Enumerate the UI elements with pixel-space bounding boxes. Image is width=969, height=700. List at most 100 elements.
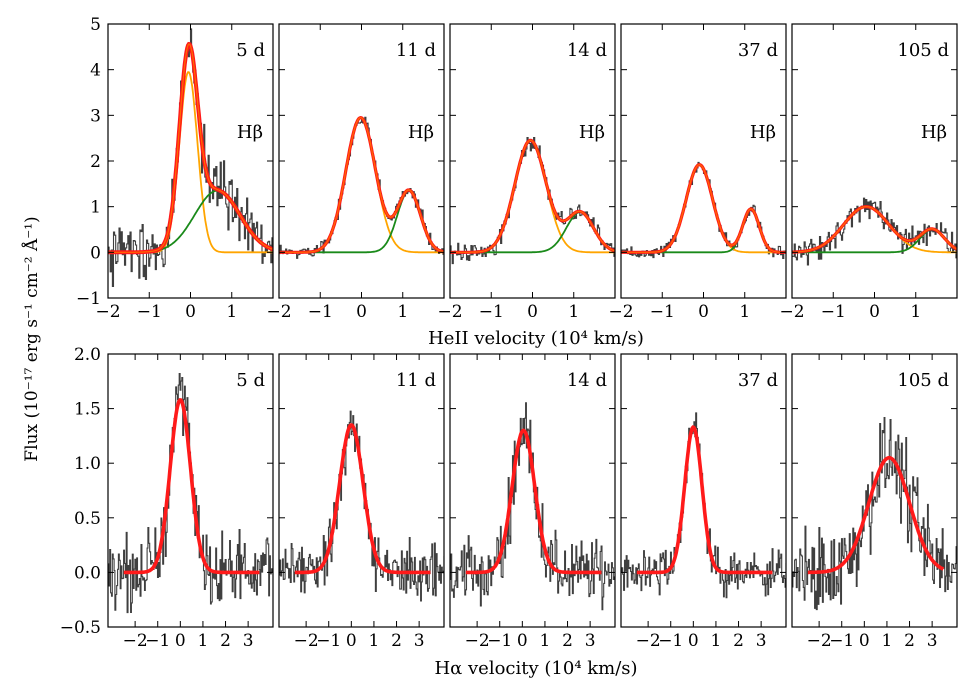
plot-area	[108, 372, 273, 614]
panel-heii-3: −2 −1 0 1 14 d Hβ	[437, 23, 616, 322]
x-tick-label: 2	[562, 631, 573, 651]
x-tick-label: 3	[756, 631, 767, 651]
x-tick-label: −2	[95, 302, 120, 322]
y-tick-label: −0.5	[60, 618, 101, 638]
y-axis-label: Flux (10⁻¹⁷ erg s⁻¹ cm⁻² Å⁻¹)	[21, 216, 42, 461]
panel-halpha-3: −2−1 0 1 2 3 14 d	[449, 353, 616, 651]
total-fit-orange	[450, 139, 615, 253]
plot-area	[792, 417, 957, 611]
x-tick-label: −1	[487, 631, 512, 651]
halpha-fit	[465, 428, 602, 575]
x-tick-label: −1	[137, 302, 162, 322]
panel-heii-5: −2 −1 0 1 105 d Hβ	[779, 23, 958, 322]
halpha-fit	[636, 425, 773, 575]
panel-halpha-1: −2−1 0 1 2 3 −0.5 0.0 0.5 1.0 1.5 2.0 5 d	[60, 345, 274, 651]
spectrum-line	[450, 136, 615, 265]
epoch-label: 11 d	[396, 40, 436, 61]
plot-area	[621, 161, 786, 259]
panel-halpha-5: −2−1 0 1 2 3 105 d	[791, 353, 958, 651]
x-tick-label: 0	[698, 302, 709, 322]
y-tick-label: 2.0	[74, 345, 101, 365]
x-tick-label: −1	[145, 631, 170, 651]
spectrum-line	[450, 402, 615, 611]
spectrum-line	[108, 372, 273, 614]
x-tick-label: 1	[882, 631, 893, 651]
y-tick-label: 0	[90, 243, 101, 263]
x-tick-label: 0	[346, 631, 357, 651]
x-tick-label: −2	[294, 631, 319, 651]
panel-frame	[107, 353, 274, 628]
plot-area	[450, 402, 615, 611]
x-tick-label: 0	[356, 302, 367, 322]
heii-component-fit	[450, 139, 615, 254]
spectrum-line	[621, 161, 786, 259]
x-tick-label: 1	[739, 302, 750, 322]
epoch-label: 37 d	[738, 370, 778, 391]
hbeta-label: Hβ	[579, 122, 605, 143]
x-tick-label: 2	[733, 631, 744, 651]
plot-area	[450, 136, 615, 265]
panel-frame	[620, 23, 787, 299]
y-tick-label: 3	[90, 106, 101, 126]
x-tick-label: 2	[220, 631, 231, 651]
x-tick-label: −2	[636, 631, 661, 651]
x-tick-label: −1	[308, 302, 333, 322]
epoch-label: 5 d	[236, 40, 265, 61]
x-tick-label: 1	[226, 302, 237, 322]
top-row-x-axis-label: HeII velocity (10⁴ km/s)	[428, 328, 644, 349]
epoch-label: 105 d	[897, 40, 949, 61]
panel-frame	[449, 353, 616, 628]
x-tick-label: 1	[711, 631, 722, 651]
heii-component-fit	[621, 163, 786, 254]
panel-heii-2: −2 −1 0 1 11 d Hβ	[266, 23, 445, 322]
x-tick-label: 1	[198, 631, 209, 651]
panel-frame	[791, 353, 958, 628]
panel-frame	[791, 23, 958, 299]
epoch-label: 37 d	[738, 40, 778, 61]
x-tick-label: 0	[869, 302, 880, 322]
y-tick-label: −1	[76, 289, 101, 309]
x-tick-label: −1	[658, 631, 683, 651]
x-tick-label: 0	[517, 631, 528, 651]
halpha-fit	[807, 455, 945, 575]
x-tick-label: 3	[585, 631, 596, 651]
epoch-label: 5 d	[236, 370, 265, 391]
spectrum-line	[108, 28, 273, 288]
spectrum-line	[792, 197, 957, 266]
x-tick-label: 0	[859, 631, 870, 651]
x-tick-label: −1	[316, 631, 341, 651]
x-tick-label: −1	[821, 302, 846, 322]
x-tick-label: −1	[829, 631, 854, 651]
epoch-label: 14 d	[567, 370, 607, 391]
x-tick-label: 2	[391, 631, 402, 651]
total-fit-orange	[279, 116, 444, 253]
total-fit-orange	[792, 206, 957, 253]
total-fit-orange	[621, 164, 786, 253]
x-tick-label: −1	[650, 302, 675, 322]
epoch-label: 14 d	[567, 40, 607, 61]
hbeta-label: Hβ	[750, 122, 776, 143]
x-tick-label: 0	[175, 631, 186, 651]
panel-heii-4: −2 −1 0 1 37 d Hβ	[608, 23, 787, 322]
plot-area	[279, 410, 444, 602]
plot-area	[621, 412, 786, 599]
x-tick-label: −2	[779, 302, 804, 322]
x-tick-label: −1	[479, 302, 504, 322]
y-tick-label: 5	[90, 15, 101, 35]
x-tick-label: 1	[397, 302, 408, 322]
plot-area	[108, 28, 273, 288]
bottom-row-x-axis-label: Hα velocity (10⁴ km/s)	[434, 658, 637, 679]
y-tick-label: 2	[90, 152, 101, 172]
x-tick-label: 0	[185, 302, 196, 322]
x-tick-label: −2	[807, 631, 832, 651]
epoch-label: 105 d	[897, 370, 949, 391]
panel-frame	[278, 23, 445, 299]
plot-area	[792, 197, 957, 266]
y-tick-label: 1	[90, 198, 101, 218]
x-tick-label: 0	[688, 631, 699, 651]
x-tick-label: 1	[540, 631, 551, 651]
total-fit-red	[450, 138, 615, 254]
